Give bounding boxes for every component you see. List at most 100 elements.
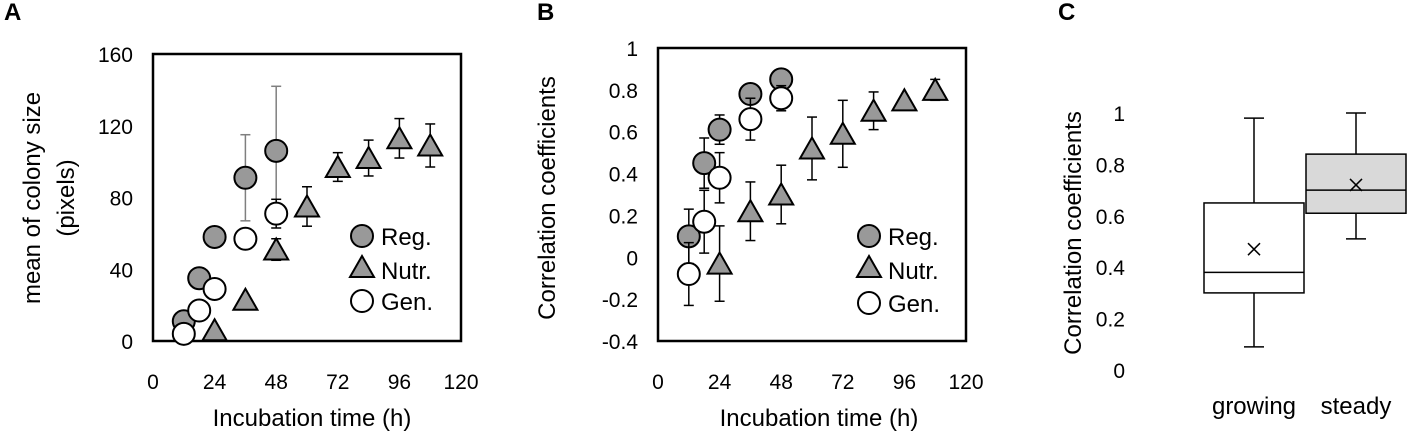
x-tick-label: 0: [652, 371, 664, 394]
gen-point: [676, 262, 701, 287]
panel-a: A 0 24 48 72 96 120 0 40 80 120 160 Incubation tim…: [4, 0, 479, 432]
legend-nutr-marker: [855, 253, 883, 278]
gen-point: [769, 86, 794, 111]
steady-mean-marker: [1349, 178, 1363, 192]
panel-a-y-axis-title-line2: (pixels): [53, 159, 80, 236]
plot-frame: [656, 46, 968, 343]
panel-b-data: [676, 67, 949, 307]
legend-gen-marker: [857, 291, 881, 315]
y-tick-label: 0.2: [1096, 309, 1125, 332]
panel-a-data: [171, 85, 444, 346]
y-tick-label: 0.6: [609, 122, 638, 145]
panel-b: B 0 24 48 72 96 120 -0.4 -0.2 0 0.2 0.4 0.6 0.8 1 Inc…: [534, 0, 984, 432]
panel-b-x-axis-title: Incubation time (h): [720, 405, 919, 432]
legend-nutr-marker: [348, 253, 376, 278]
gen-point: [187, 298, 212, 323]
y-tick-label: 1: [1113, 103, 1125, 126]
legend-reg-marker: [350, 224, 374, 248]
nutr-point: [829, 120, 857, 145]
nutr-point: [200, 317, 229, 342]
reg-point: [264, 138, 289, 163]
y-tick-label: 120: [98, 116, 133, 139]
nutr-point: [890, 87, 919, 112]
legend-nutr-label: Nutr.: [888, 258, 939, 285]
gen-point: [171, 321, 196, 346]
gen-point: [202, 276, 227, 301]
y-tick-label: 80: [110, 188, 133, 211]
y-tick-label: 0: [1113, 360, 1125, 383]
panel-a-y-axis-title-line1: mean of colony size: [19, 92, 46, 304]
nutr-point: [705, 250, 734, 275]
reg-point: [692, 151, 717, 176]
y-tick-label: 160: [98, 44, 133, 67]
legend-gen-label: Gen.: [888, 291, 940, 318]
reg-point: [707, 117, 732, 142]
y-tick-label: -0.2: [602, 289, 638, 312]
x-tick-label: 24: [203, 371, 227, 394]
panel-a-axes: 0 24 48 72 96 120 0 40 80 120 160: [98, 44, 479, 394]
x-tick-label: 72: [326, 371, 349, 394]
panel-a-label: A: [4, 0, 21, 26]
gen-point: [707, 165, 732, 190]
panel-b-label: B: [537, 0, 554, 26]
growing-mean-marker: [1247, 242, 1261, 256]
category-label-growing: growing: [1212, 393, 1296, 420]
x-tick-label: 0: [147, 371, 159, 394]
panel-c-label: C: [1058, 0, 1075, 26]
panel-b-legend: Reg. Nutr. Gen.: [855, 224, 940, 318]
gen-point: [692, 209, 717, 234]
panel-b-axes: 0 24 48 72 96 120 -0.4 -0.2 0 0.2 0.4 0.6 0.8 1: [602, 38, 984, 394]
y-tick-label: 1: [626, 38, 638, 61]
y-tick-label: 0.6: [1096, 206, 1125, 229]
panel-c: C 0 0.2 0.4 0.6 0.8 1 growing steady Correlatio…: [1058, 0, 1407, 420]
nutr-point: [767, 181, 795, 206]
nutr-point: [921, 76, 949, 101]
y-tick-label: 0: [626, 247, 638, 270]
panel-a-legend: Reg. Nutr. Gen.: [348, 224, 433, 316]
gen-point: [264, 201, 289, 226]
reg-point: [202, 224, 227, 249]
x-tick-label: 120: [443, 371, 478, 394]
nutr-point: [354, 145, 383, 170]
panel-c-data: [1203, 112, 1407, 348]
gen-point: [738, 107, 763, 132]
y-tick-label: 0.4: [1096, 257, 1126, 280]
x-tick-label: 120: [948, 371, 983, 394]
panel-a-x-axis-title: Incubation time (h): [213, 405, 412, 432]
nutr-point: [231, 286, 260, 311]
nutr-point: [798, 135, 826, 160]
y-tick-label: 0.2: [609, 205, 638, 228]
panel-c-axes: 0 0.2 0.4 0.6 0.8 1 growing steady: [1096, 103, 1392, 420]
x-tick-label: 96: [893, 371, 916, 394]
nutr-point: [293, 193, 321, 218]
nutr-point: [736, 198, 765, 223]
y-tick-label: 0.8: [1096, 154, 1125, 177]
nutr-point: [324, 153, 352, 179]
y-tick-label: 0: [121, 331, 133, 354]
legend-reg-label: Reg.: [888, 224, 939, 251]
panel-c-y-axis-title: Correlation coefficients: [1060, 111, 1087, 355]
x-tick-label: 96: [388, 371, 411, 394]
legend-reg-label: Reg.: [381, 224, 432, 251]
legend-nutr-label: Nutr.: [381, 258, 432, 285]
nutr-point: [385, 125, 414, 150]
legend-gen-label: Gen.: [381, 289, 433, 316]
y-tick-label: 0.4: [609, 164, 639, 187]
x-tick-label: 48: [265, 371, 288, 394]
nutr-point: [859, 97, 888, 122]
reg-point: [233, 165, 258, 190]
legend-reg-marker: [857, 224, 881, 248]
x-tick-label: 24: [708, 371, 732, 394]
growing-box: [1203, 202, 1305, 294]
plot-frame: [151, 52, 463, 343]
gen-point: [233, 226, 258, 251]
nutr-point: [416, 132, 444, 157]
y-tick-label: 40: [110, 259, 133, 282]
category-label-steady: steady: [1321, 393, 1392, 420]
y-tick-label: 0.8: [609, 80, 638, 103]
y-tick-label: -0.4: [602, 331, 639, 354]
x-tick-label: 48: [770, 371, 793, 394]
steady-box: [1305, 153, 1407, 214]
panel-b-y-axis-title: Correlation coefficients: [534, 76, 561, 320]
